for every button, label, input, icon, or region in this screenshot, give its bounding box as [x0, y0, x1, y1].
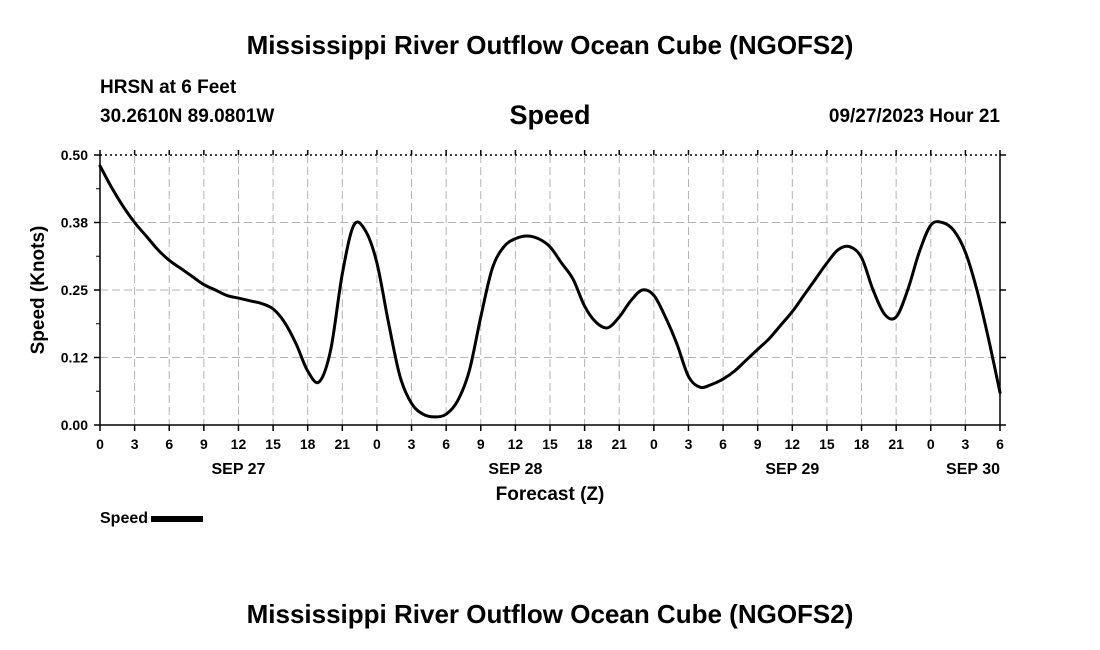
x-date-label: SEP 28: [488, 461, 542, 478]
x-tick-label: 6: [996, 436, 1004, 452]
x-tick-label: 0: [96, 436, 104, 452]
x-tick-label: 9: [200, 436, 208, 452]
x-tick-label: 6: [442, 436, 450, 452]
x-date-label: SEP 27: [211, 461, 265, 478]
x-tick-label: 15: [265, 436, 281, 452]
series-line-speed: [98, 164, 1002, 419]
y-tick-label: 0.12: [61, 350, 88, 366]
chart-title: Speed: [509, 100, 591, 130]
x-date-label: SEP 30: [946, 461, 1000, 478]
x-tick-label: 0: [927, 436, 935, 452]
x-tick-label: 15: [819, 436, 835, 452]
x-axis-label: Forecast (Z): [496, 484, 605, 505]
y-tick-label: 0.25: [61, 282, 88, 298]
x-tick-label: 9: [477, 436, 485, 452]
x-tick-label: 6: [165, 436, 173, 452]
x-tick-label: 18: [854, 436, 870, 452]
coordinates-label: 30.2610N 89.0801W: [100, 106, 275, 127]
chart-main-title: Mississippi River Outflow Ocean Cube (NG…: [246, 30, 854, 60]
station-label: HRSN at 6 Feet: [100, 77, 237, 98]
x-tick-label: 0: [373, 436, 381, 452]
x-tick-label: 0: [650, 436, 658, 452]
x-tick-label: 18: [300, 436, 316, 452]
x-tick-label: 3: [131, 436, 139, 452]
x-tick-label: 15: [542, 436, 558, 452]
y-tick-label: 0.00: [61, 417, 88, 433]
y-tick-label: 0.50: [61, 147, 88, 163]
x-tick-label: 21: [611, 436, 627, 452]
x-tick-label: 9: [754, 436, 762, 452]
x-tick-label: 18: [577, 436, 593, 452]
y-axis-label: Speed (Knots): [28, 226, 49, 355]
x-tick-label: 12: [785, 436, 801, 452]
x-tick-label: 3: [408, 436, 416, 452]
x-tick-label: 3: [961, 436, 969, 452]
x-tick-label: 12: [508, 436, 524, 452]
x-tick-label: 3: [685, 436, 693, 452]
legend: Speed: [100, 510, 204, 528]
legend-swatch: [151, 515, 204, 522]
x-tick-label: 6: [719, 436, 727, 452]
y-tick-label: 0.38: [61, 215, 88, 231]
x-tick-label: 21: [888, 436, 904, 452]
x-tick-label: 21: [335, 436, 351, 452]
legend-label: Speed: [100, 510, 149, 527]
x-date-label: SEP 29: [765, 461, 819, 478]
forecast-datetime: 09/27/2023 Hour 21: [828, 106, 1000, 127]
x-tick-label: 12: [231, 436, 247, 452]
footer-title: Mississippi River Outflow Ocean Cube (NG…: [246, 599, 854, 629]
